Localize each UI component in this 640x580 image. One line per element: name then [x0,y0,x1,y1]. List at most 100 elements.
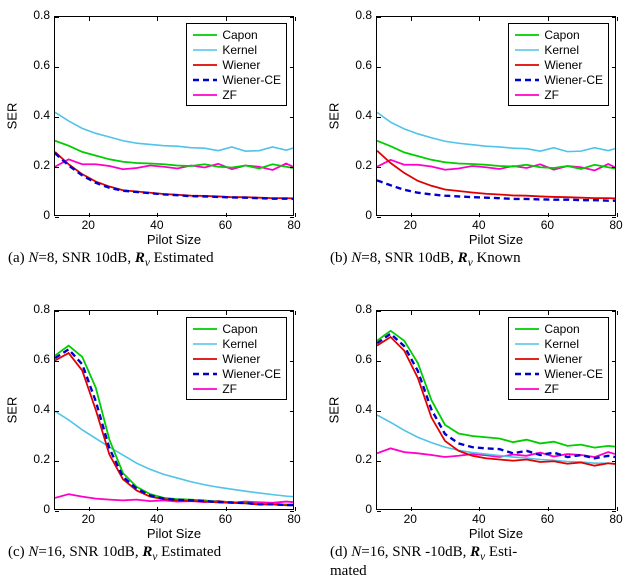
xtick-mark [617,17,618,21]
legend-row-zf: ZF [514,381,603,396]
legend-label-capon: Capon [222,322,257,336]
legend-a: CaponKernelWienerWiener-CEZF [186,23,287,106]
xtick-mark [479,311,480,315]
legend-swatch-wiener [514,58,540,72]
legend-swatch-zf [192,88,218,102]
ytick-mark [377,461,381,462]
subplot-a: CaponKernelWienerWiener-CEZF SER Pilot S… [8,6,308,276]
ytick-label: 0.8 [330,8,372,22]
ytick-mark [55,411,59,412]
ytick-mark [377,17,381,18]
legend-swatch-wiener [192,352,218,366]
xtick-label: 20 [73,218,103,232]
legend-swatch-capon [192,322,218,336]
ytick-mark [612,17,616,18]
legend-swatch-capon [514,322,540,336]
ytick-mark [55,167,59,168]
legend-row-capon: Capon [514,321,603,336]
caption-b-N: N [351,250,361,266]
subplot-c: CaponKernelWienerWiener-CEZF SER Pilot S… [8,300,308,570]
caption-a-lead: (a) [8,250,28,266]
xtick-label: 20 [395,512,425,526]
legend-label-capon: Capon [544,322,579,336]
ytick-label: 0 [330,208,372,222]
caption-c-lead: (c) [8,544,28,560]
caption-a-R: R [135,250,145,266]
legend-row-wiener-ce: Wiener-CE [514,72,603,87]
legend-row-capon: Capon [192,321,281,336]
caption-c: (c) N=16, SNR 10dB, Rv Estimated [8,544,221,563]
xtick-mark [479,507,480,511]
ytick-mark [290,167,294,168]
ytick-label: 0 [8,502,50,516]
legend-swatch-zf [514,88,540,102]
ytick-mark [55,67,59,68]
ytick-label: 0.2 [330,158,372,172]
xtick-mark [548,17,549,21]
ytick-mark [55,511,59,512]
ytick-label: 0.2 [8,452,50,466]
legend-swatch-kernel [514,43,540,57]
xtick-mark [411,311,412,315]
xtick-mark [89,311,90,315]
xtick-label: 40 [142,218,172,232]
legend-row-capon: Capon [192,27,281,42]
series-wiener [377,151,615,199]
legend-label-zf: ZF [222,88,237,102]
caption-b-mid: =8, SNR 10dB, [361,250,457,266]
xtick-mark [548,311,549,315]
caption-d-R: R [470,544,480,560]
xtick-label: 20 [395,218,425,232]
ytick-mark [290,17,294,18]
caption-c-N: N [28,544,38,560]
ytick-mark [612,411,616,412]
legend-swatch-wiener-ce [192,367,218,381]
xtick-mark [479,213,480,217]
caption-b-R: R [458,250,468,266]
legend-swatch-capon [514,28,540,42]
legend-row-kernel: Kernel [192,42,281,57]
legend-b: CaponKernelWienerWiener-CEZF [508,23,609,106]
ytick-mark [377,311,381,312]
ytick-label: 0 [330,502,372,516]
ytick-mark [377,361,381,362]
ytick-mark [612,67,616,68]
xtick-label: 60 [532,512,562,526]
caption-d-N: N [351,544,361,560]
legend-label-wiener-ce: Wiener-CE [544,73,603,87]
xtick-mark [617,507,618,511]
xtick-mark [157,311,158,315]
xtick-label: 80 [601,218,631,232]
ytick-label: 0.4 [330,108,372,122]
legend-label-kernel: Kernel [222,43,257,57]
ytick-mark [290,461,294,462]
ytick-mark [612,311,616,312]
series-wiener [55,152,293,199]
ytick-mark [612,117,616,118]
legend-swatch-capon [192,28,218,42]
xtick-mark [617,213,618,217]
ytick-mark [290,361,294,362]
ytick-label: 0.2 [330,452,372,466]
ytick-mark [377,511,381,512]
xtick-mark [226,311,227,315]
legend-d: CaponKernelWienerWiener-CEZF [508,317,609,400]
ytick-mark [612,361,616,362]
ytick-label: 0.6 [330,58,372,72]
xtick-mark [89,213,90,217]
legend-label-wiener-ce: Wiener-CE [222,367,281,381]
ytick-mark [290,117,294,118]
caption-c-mid: =16, SNR 10dB, [38,544,142,560]
legend-swatch-wiener-ce [192,73,218,87]
xtick-mark [226,507,227,511]
caption-b: (b) N=8, SNR 10dB, Rv Known [330,250,521,269]
legend-label-wiener: Wiener [544,352,582,366]
legend-row-wiener-ce: Wiener-CE [192,72,281,87]
legend-row-kernel: Kernel [514,336,603,351]
series-wiener-ce [55,153,293,199]
ytick-label: 0.8 [330,302,372,316]
legend-swatch-wiener-ce [514,367,540,381]
ytick-mark [377,217,381,218]
ytick-mark [55,17,59,18]
legend-swatch-kernel [192,337,218,351]
